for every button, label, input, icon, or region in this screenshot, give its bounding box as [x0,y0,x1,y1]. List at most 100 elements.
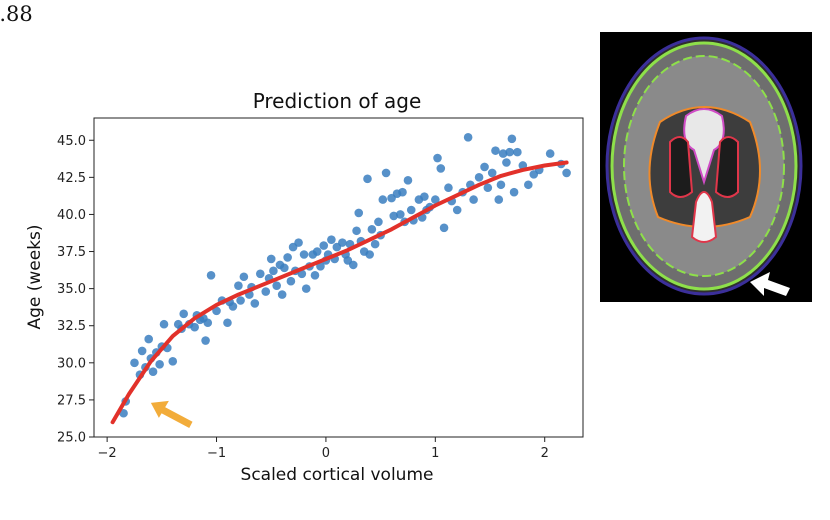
data-point [239,272,249,282]
data-point [179,309,189,319]
data-point [452,205,462,215]
y-axis-title: Age (weeks) [25,224,45,329]
posterior-ventricle-contour [690,191,718,243]
data-point [255,269,265,279]
data-point [545,149,555,158]
data-point [266,254,276,264]
data-point [327,235,336,244]
data-point [389,211,399,221]
data-point [148,367,158,377]
data-point [513,147,522,157]
y-tick-label: 27.5 [57,393,86,408]
data-point [277,290,287,299]
chart-title: Prediction of age [253,89,422,113]
data-point [524,180,533,190]
data-point [319,241,329,250]
data-point [338,238,347,247]
data-point [507,134,517,144]
corner-value-text: 0.88 [0,2,33,26]
x-axis-title: Scaled cortical volume [241,465,434,485]
data-point [474,173,484,182]
x-tick-label: −2 [98,446,117,461]
plot-area: −2 −1 0 1 2 25.0 27.5 30.0 32.5 35.0 37.5 40.0 42.5 4… [57,117,584,461]
data-point [396,210,405,219]
data-point [363,174,372,184]
data-point [144,334,153,344]
y-tick-label: 25.0 [57,431,86,446]
x-tick-label: −1 [207,446,226,461]
data-point [436,164,446,173]
data-point [480,162,489,172]
x-tick-label: 1 [431,446,439,461]
left-deep-gray-contour [669,136,694,198]
x-tick-label: 2 [541,446,549,461]
data-point [367,224,377,234]
orange-arrow-icon [150,400,169,418]
data-point [168,357,178,366]
data-point [348,260,358,270]
data-point [137,346,147,356]
brain-mri-axial-slice-icon [600,32,812,302]
data-point [494,195,504,204]
data-point [261,287,271,296]
data-point [403,176,413,185]
data-point [354,208,364,218]
y-tick-label: 35.0 [57,282,86,297]
data-point [206,270,216,280]
white-pointer-arrow-icon [750,272,790,296]
data-point [444,183,453,193]
data-point [374,217,383,227]
data-point [463,132,473,142]
data-point [469,195,478,204]
y-tick-label: 42.5 [57,171,86,186]
data-point [286,276,296,286]
data-point [312,247,322,256]
scatter-chart: Prediction of age −2 −1 0 1 2 25.0 27.5 30.0 32.… [25,89,584,485]
data-point [130,358,139,368]
y-tick-label: 40.0 [57,208,86,223]
data-point [119,408,128,418]
data-point [381,168,391,178]
data-point [439,223,449,233]
data-point [212,306,221,316]
data-point [299,250,309,259]
data-point [502,158,511,167]
data-point [203,318,213,328]
data-point [505,147,515,157]
data-point [190,322,199,332]
x-tick-label: 0 [322,446,330,461]
fit-curve-line [110,160,569,425]
data-point [496,180,506,190]
data-point [562,168,571,178]
data-point [420,192,429,201]
y-tick-label: 32.5 [57,319,86,334]
data-point [280,263,289,273]
data-point [223,318,232,328]
data-point [272,281,281,290]
data-point [431,195,440,204]
data-point [155,359,164,369]
y-tick-label: 45.0 [57,134,86,149]
data-point [491,146,500,155]
data-point [498,149,508,158]
data-point [301,284,311,293]
plot-frame [93,117,584,438]
data-point [352,226,361,236]
brain-mri-image [600,32,812,302]
data-point [370,239,380,249]
right-deep-gray-contour [714,136,739,198]
data-point [487,168,497,178]
data-point [294,238,303,247]
data-point [378,195,388,204]
data-point [269,266,278,276]
data-point [483,183,493,193]
data-point [250,299,260,308]
data-point [433,153,442,163]
data-point [365,250,374,259]
data-point [283,253,292,262]
y-tick-label: 37.5 [57,245,86,260]
data-point [234,281,243,290]
data-point [236,296,245,305]
data-point [310,270,320,280]
data-point [228,302,238,311]
